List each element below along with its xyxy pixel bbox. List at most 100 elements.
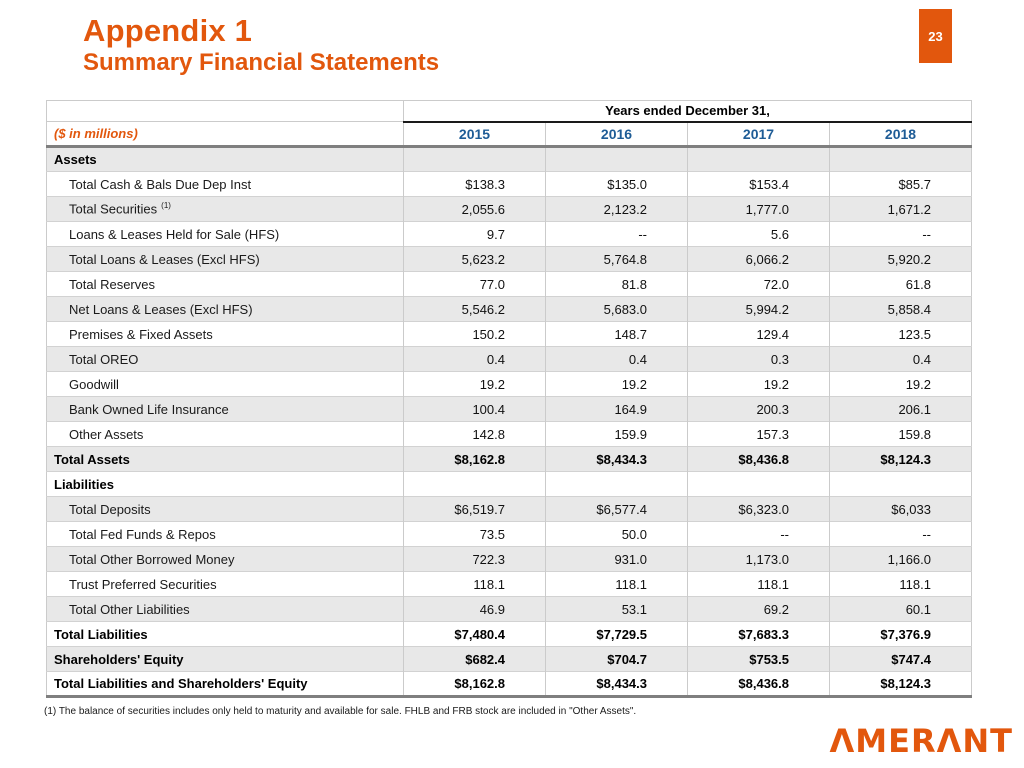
year-column-header: 2017 <box>687 121 830 148</box>
value-cell: 1,671.2 <box>829 196 972 222</box>
value-cell: 0.4 <box>403 346 546 372</box>
table-row: Total Fed Funds & Repos 73.5 50.0 -- -- <box>46 521 972 547</box>
value-cell: -- <box>829 221 972 247</box>
row-label: Other Assets <box>46 421 404 447</box>
row-label: Total Other Borrowed Money <box>46 546 404 572</box>
value-cell: 19.2 <box>403 371 546 397</box>
value-cell: $682.4 <box>403 646 546 672</box>
value-cell: 1,166.0 <box>829 546 972 572</box>
value-cell: 53.1 <box>545 596 688 622</box>
value-cell: 159.8 <box>829 421 972 447</box>
row-label: Total Liabilities and Shareholders' Equi… <box>46 671 404 697</box>
value-cell: 73.5 <box>403 521 546 547</box>
value-cell: 46.9 <box>403 596 546 622</box>
row-label: Loans & Leases Held for Sale (HFS) <box>46 221 404 247</box>
footnote: (1) The balance of securities includes o… <box>44 706 637 717</box>
value-cell <box>829 471 972 497</box>
value-cell: $7,683.3 <box>687 621 830 647</box>
value-cell: $7,480.4 <box>403 621 546 647</box>
value-cell: 2,123.2 <box>545 196 688 222</box>
table-row: Loans & Leases Held for Sale (HFS) 9.7 -- 5… <box>46 221 972 247</box>
row-label: Total Deposits <box>46 496 404 522</box>
value-cell: $7,729.5 <box>545 621 688 647</box>
value-cell: 1,777.0 <box>687 196 830 222</box>
table-row: Total OREO 0.4 0.4 0.3 0.4 <box>46 346 972 372</box>
value-cell: $6,577.4 <box>545 496 688 522</box>
value-cell: -- <box>687 521 830 547</box>
value-cell: 60.1 <box>829 596 972 622</box>
value-cell: -- <box>545 221 688 247</box>
value-cell: 148.7 <box>545 321 688 347</box>
row-label: Bank Owned Life Insurance <box>46 396 404 422</box>
value-cell <box>545 471 688 497</box>
row-label: Total Securities (1) <box>46 196 404 222</box>
table-row: Net Loans & Leases (Excl HFS) 5,546.2 5,68… <box>46 296 972 322</box>
value-cell: 118.1 <box>403 571 546 597</box>
value-cell: 1,173.0 <box>687 546 830 572</box>
row-label: Goodwill <box>46 371 404 397</box>
row-label: Total Loans & Leases (Excl HFS) <box>46 246 404 272</box>
value-cell: 69.2 <box>687 596 830 622</box>
value-cell: $6,519.7 <box>403 496 546 522</box>
value-cell <box>545 146 688 172</box>
value-cell: 200.3 <box>687 396 830 422</box>
row-label: Total Fed Funds & Repos <box>46 521 404 547</box>
value-cell: $8,162.8 <box>403 671 546 697</box>
value-cell: $6,323.0 <box>687 496 830 522</box>
table-row: Shareholders' Equity $682.4 $704.7 $753.5 $7… <box>46 646 972 672</box>
table-row: Trust Preferred Securities 118.1 118.1 118.… <box>46 571 972 597</box>
table-row: Assets <box>46 146 972 172</box>
span-header-row: Years ended December 31, <box>46 100 972 123</box>
value-cell: -- <box>829 521 972 547</box>
year-header-row: ($ in millions) 2015 2016 2017 2018 <box>46 121 972 148</box>
value-cell: 0.4 <box>829 346 972 372</box>
value-cell: 6,066.2 <box>687 246 830 272</box>
value-cell: 5,764.8 <box>545 246 688 272</box>
row-label: Net Loans & Leases (Excl HFS) <box>46 296 404 322</box>
value-cell: 5,683.0 <box>545 296 688 322</box>
value-cell: $8,436.8 <box>687 671 830 697</box>
value-cell: $7,376.9 <box>829 621 972 647</box>
value-cell: 157.3 <box>687 421 830 447</box>
value-cell: 206.1 <box>829 396 972 422</box>
value-cell: 5,858.4 <box>829 296 972 322</box>
table-row: Total Liabilities and Shareholders' Equi… <box>46 671 972 697</box>
row-label: Liabilities <box>46 471 404 497</box>
value-cell: $8,124.3 <box>829 671 972 697</box>
value-cell: $138.3 <box>403 171 546 197</box>
table-row: Total Other Liabilities 46.9 53.1 69.2 60.1 <box>46 596 972 622</box>
year-column-header: 2018 <box>829 121 972 148</box>
value-cell: $704.7 <box>545 646 688 672</box>
table-row: Total Deposits $6,519.7 $6,577.4 $6,323.0 $6… <box>46 496 972 522</box>
table-body: Assets Total Cash & Bals Due Dep Inst $138… <box>46 146 972 697</box>
value-cell <box>687 471 830 497</box>
value-cell: 5.6 <box>687 221 830 247</box>
row-label: Total Liabilities <box>46 621 404 647</box>
table-row: Total Loans & Leases (Excl HFS) 5,623.2 5,… <box>46 246 972 272</box>
corner-cell <box>46 100 404 122</box>
slide-subtitle: Summary Financial Statements <box>83 48 440 76</box>
value-cell: 129.4 <box>687 321 830 347</box>
table-row: Total Reserves 77.0 81.8 72.0 61.8 <box>46 271 972 297</box>
value-cell <box>687 146 830 172</box>
row-label: Trust Preferred Securities <box>46 571 404 597</box>
table-span-header: Years ended December 31, <box>403 100 972 123</box>
row-label: Total OREO <box>46 346 404 372</box>
value-cell: 50.0 <box>545 521 688 547</box>
value-cell <box>403 146 546 172</box>
value-cell: $747.4 <box>829 646 972 672</box>
value-cell: 77.0 <box>403 271 546 297</box>
title-block: Appendix 1 Summary Financial Statements <box>83 13 440 76</box>
value-cell: 19.2 <box>687 371 830 397</box>
year-column-header: 2016 <box>545 121 688 148</box>
value-cell: $753.5 <box>687 646 830 672</box>
table-row: Total Securities (1) 2,055.6 2,123.2 1,777.0… <box>46 196 972 222</box>
value-cell: 123.5 <box>829 321 972 347</box>
value-cell: 118.1 <box>829 571 972 597</box>
value-cell: 100.4 <box>403 396 546 422</box>
value-cell: 2,055.6 <box>403 196 546 222</box>
value-cell: 5,920.2 <box>829 246 972 272</box>
row-label: Shareholders' Equity <box>46 646 404 672</box>
value-cell: 61.8 <box>829 271 972 297</box>
row-label: Total Cash & Bals Due Dep Inst <box>46 171 404 197</box>
